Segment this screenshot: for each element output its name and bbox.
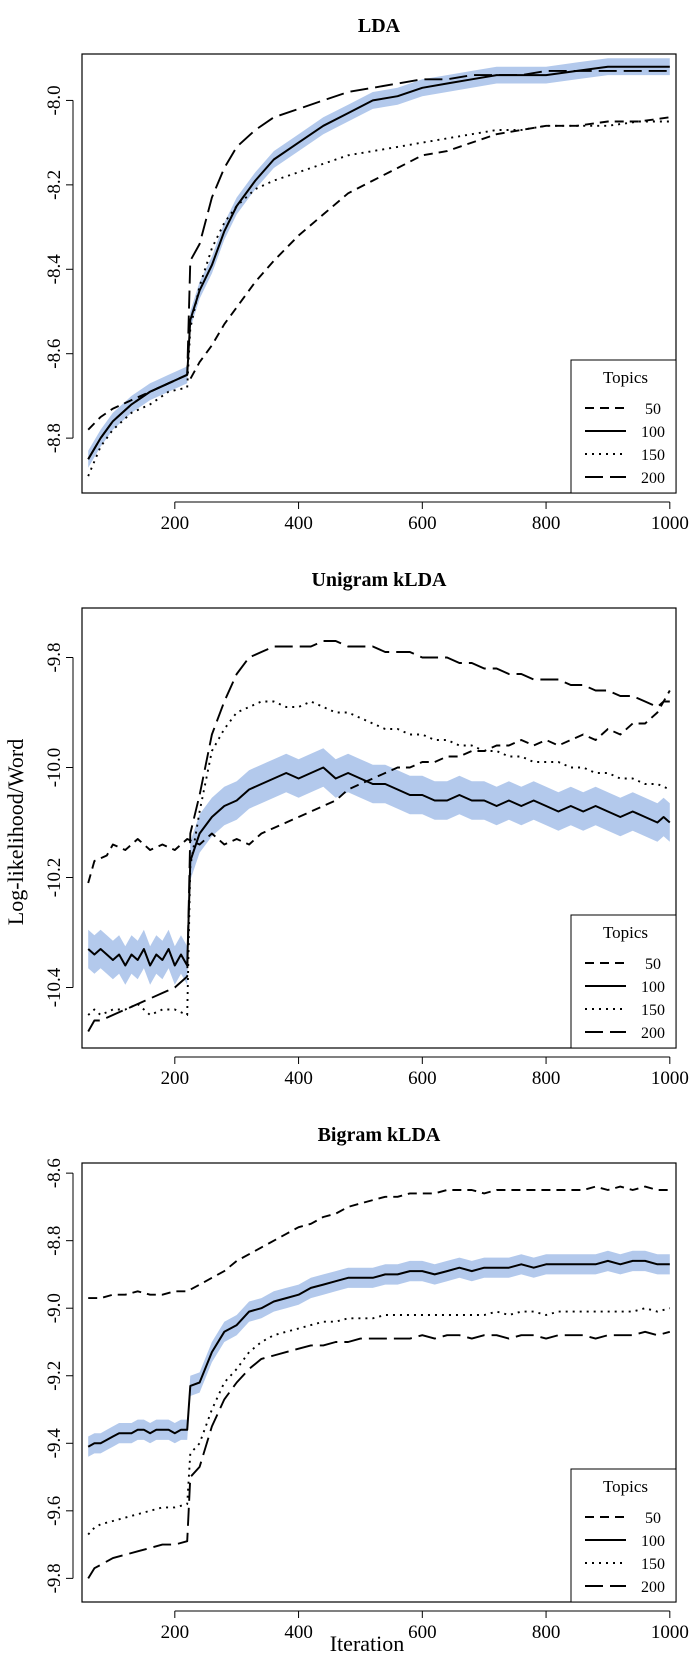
y-tick-label: -10.0: [44, 748, 65, 788]
y-axis: -9.8 -9.6 -9.4 -9.2 -9.0 -8.8 -8.6: [44, 1158, 74, 1593]
y-tick-label: -9.8: [44, 642, 65, 672]
chart-title: Unigram kLDA: [311, 569, 447, 591]
legend-label-50: 50: [645, 956, 661, 973]
confidence-band: [88, 748, 670, 985]
x-axis-label: Iteration: [330, 1631, 405, 1656]
legend-box: [570, 914, 677, 1049]
series-line-50: [87, 690, 671, 884]
legend-label-100: 100: [641, 424, 665, 441]
chart-title: Bigram kLDA: [318, 1124, 441, 1146]
y-tick-label: -8.0: [44, 85, 65, 115]
y-tick-label: -8.6: [44, 339, 65, 369]
y-tick-label: -10.4: [44, 967, 65, 1007]
x-axis: 200 400 600 800 1000: [161, 1056, 689, 1089]
x-tick-label: 800: [532, 1622, 561, 1643]
legend-title: Topics: [603, 1477, 648, 1496]
x-tick-label: 400: [284, 1622, 313, 1643]
x-tick-label: 600: [408, 1622, 437, 1643]
x-tick-label: 400: [284, 513, 313, 534]
y-tick-label: -8.8: [44, 1226, 65, 1256]
legend-box: [570, 1468, 677, 1603]
confidence-band: [88, 1250, 670, 1457]
y-tick-label: -9.2: [44, 1361, 65, 1391]
y-tick-label: -9.0: [44, 1293, 65, 1323]
y-tick-label: -9.8: [44, 1563, 65, 1593]
y-tick-label: -9.4: [44, 1428, 65, 1459]
legend-label-50: 50: [645, 401, 661, 418]
x-tick-label: 1000: [651, 1622, 689, 1643]
y-axis-label: Log-likelihood/Word: [3, 739, 28, 925]
y-tick-label: -10.2: [44, 858, 65, 898]
series-line-100: [87, 766, 671, 967]
y-axis: -10.4 -10.2 -10.0 -9.8: [44, 642, 74, 1007]
legend: Topics 50 100 150 200: [570, 359, 677, 494]
x-tick-label: 800: [532, 513, 561, 534]
legend-label-50: 50: [645, 1510, 661, 1527]
x-tick-label: 200: [161, 513, 190, 534]
x-tick-label: 200: [161, 1068, 190, 1089]
y-tick-label: -9.6: [44, 1496, 65, 1526]
x-tick-label: 1000: [651, 1068, 689, 1089]
legend-label-200: 200: [641, 1579, 665, 1596]
plot-frame: [81, 53, 677, 494]
legend: Topics 50 100 150 200: [570, 1468, 677, 1603]
series-line-200: [87, 640, 670, 1032]
legend-label-100: 100: [641, 979, 665, 996]
x-tick-label: 800: [532, 1068, 561, 1089]
plot-frame: [81, 1162, 677, 1603]
legend-label-200: 200: [641, 1025, 665, 1042]
series-line-50: [87, 116, 670, 431]
legend-box: [570, 359, 677, 494]
plot-frame: [81, 607, 677, 1049]
series-line-50: [88, 1185, 670, 1300]
x-tick-label: 600: [408, 513, 437, 534]
y-axis: -8.8 -8.6 -8.4 -8.2 -8.0: [44, 85, 74, 453]
legend-title: Topics: [603, 368, 648, 387]
legend-label-150: 150: [641, 1556, 665, 1573]
legend-title: Topics: [603, 923, 648, 942]
legend-label-150: 150: [641, 1002, 665, 1019]
x-axis: 200 400 600 800 1000: [161, 1610, 689, 1643]
chart-title: LDA: [358, 15, 401, 37]
y-tick-label: -8.8: [44, 423, 65, 453]
x-tick-label: 600: [408, 1068, 437, 1089]
series-line-100: [87, 1259, 670, 1448]
x-tick-label: 1000: [651, 513, 689, 534]
chart-panel-lda: LDA 200 400 600 800 1000 -8.8 -8.6 -8.4 -8.2 -8.0 T…: [44, 15, 689, 534]
y-tick-label: -8.6: [44, 1158, 65, 1188]
x-tick-label: 200: [161, 1622, 190, 1643]
series-line-200: [87, 69, 670, 460]
legend-label-100: 100: [641, 1533, 665, 1550]
legend-label-200: 200: [641, 470, 665, 487]
series-line-150: [87, 120, 670, 477]
x-axis: 200 400 600 800 1000: [161, 501, 689, 534]
y-tick-label: -8.4: [44, 254, 65, 285]
y-tick-label: -8.2: [44, 170, 65, 200]
legend-label-150: 150: [641, 447, 665, 464]
series-line-200: [87, 1330, 671, 1579]
x-tick-label: 400: [284, 1068, 313, 1089]
legend: Topics 50 100 150 200: [570, 914, 677, 1049]
series-line-150: [87, 1307, 671, 1536]
